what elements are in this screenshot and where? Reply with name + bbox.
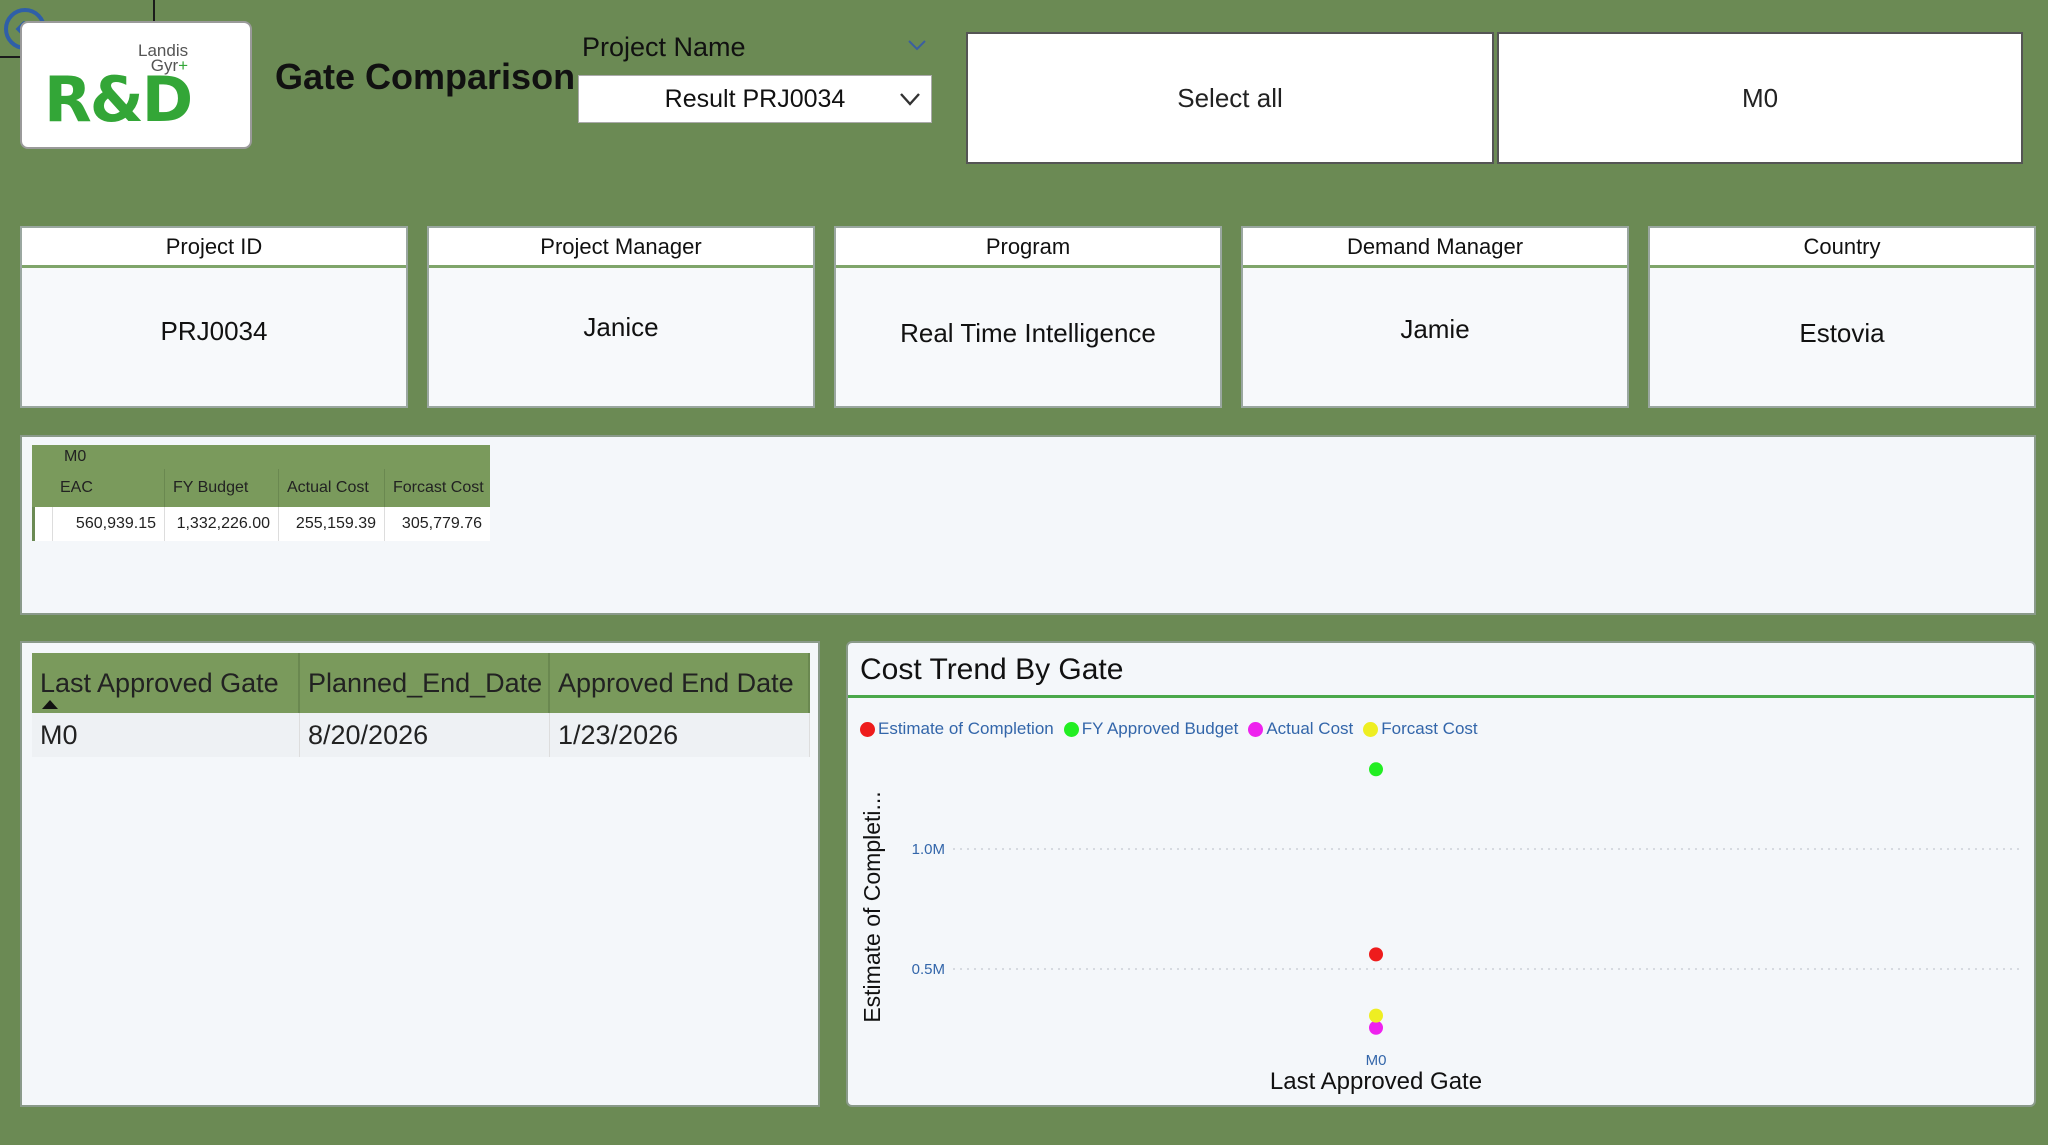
logo-subtext: Landis Gyr+ [138,41,189,75]
project-name-dropdown[interactable]: Result PRJ0034 [578,75,932,123]
matrix-col-header[interactable]: FY Budget [164,469,278,507]
matrix-cell: 305,779.76 [384,507,490,541]
matrix-col-header[interactable]: Forcast Cost [384,469,490,507]
select-all-label: Select all [1177,82,1283,113]
matrix-cell: 560,939.15 [52,507,164,541]
y-tick-label: 0.5M [912,961,945,978]
matrix-row: 560,939.15 1,332,226.00 255,159.39 305,7… [32,507,490,541]
col-header-approved-end-date[interactable]: Approved End Date [550,653,810,713]
table-cell: M0 [32,713,300,757]
card-value: Estovia [1799,318,1885,348]
data-point[interactable] [1369,1020,1383,1035]
card-value: PRJ0034 [160,316,268,346]
col-header-last-approved-gate[interactable]: Last Approved Gate [32,653,300,713]
legend-item[interactable]: Forcast Cost [1363,719,1478,739]
matrix-cell: 1,332,226.00 [164,507,278,541]
project-name-label: Project Name [582,32,746,62]
card-value: Jamie [1400,314,1470,344]
card-label: Program [836,228,1220,268]
col-header-planned-end-date[interactable]: Planned_End_Date [300,653,550,713]
chart-legend: Estimate of Completion FY Approved Budget… [860,719,1478,739]
card-value: Janice [583,312,659,342]
legend-marker [860,721,875,737]
legend-marker [1248,721,1264,737]
x-tick-label: M0 [1366,1052,1387,1069]
table-cell: 8/20/2026 [300,713,550,757]
row-marker [32,507,52,541]
data-point[interactable] [1369,762,1383,777]
sort-ascending-icon[interactable] [42,700,58,709]
matrix-header-row: EAC FY Budget Actual Cost Forcast Cost [32,469,490,507]
card-project-manager: Project Manager Janice [427,226,815,408]
table-row[interactable]: M0 8/20/2026 1/23/2026 [32,713,810,757]
data-point[interactable] [1369,947,1383,962]
legend-marker [1363,721,1379,737]
logo-mark: R&D [44,63,193,136]
matrix-col-header[interactable]: Actual Cost [278,469,384,507]
select-all-button[interactable]: Select all [966,32,1494,164]
logo: Landis Gyr+ R&D [20,21,252,149]
page-title: Gate Comparison [275,56,576,97]
matrix-cell: 255,159.39 [278,507,384,541]
legend-marker [1063,721,1079,737]
y-axis-title: Estimate of Completi... [859,791,885,1022]
gate-m0-button[interactable]: M0 [1497,32,2023,164]
cost-trend-chart-panel: Cost Trend By Gate Estimate of Completio… [846,641,2036,1107]
card-label: Project ID [22,228,406,268]
cost-matrix-panel: M0 EAC FY Budget Actual Cost Forcast Cos… [20,435,2036,615]
cost-matrix: M0 EAC FY Budget Actual Cost Forcast Cos… [32,445,490,541]
legend-label: Forcast Cost [1381,719,1478,738]
legend-item[interactable]: Estimate of Completion [860,719,1054,739]
matrix-group-header: M0 [32,445,490,469]
table-header-row: Last Approved Gate Planned_End_Date Appr… [32,653,810,713]
card-label: Demand Manager [1243,228,1627,268]
legend-label: Actual Cost [1266,719,1354,738]
card-value: Real Time Intelligence [900,318,1156,348]
chevron-down-icon[interactable] [906,34,928,56]
title-divider [848,695,2034,698]
card-label: Project Manager [429,228,813,268]
project-name-value: Result PRJ0034 [664,84,846,113]
legend-label: Estimate of Completion [878,719,1054,738]
legend-label: FY Approved Budget [1081,719,1239,738]
card-program: Program Real Time Intelligence [834,226,1222,408]
x-axis-title: Last Approved Gate [1270,1068,1482,1095]
data-point[interactable] [1369,1008,1383,1023]
matrix-col-header[interactable]: EAC [60,479,93,496]
legend-item[interactable]: Actual Cost [1248,719,1353,739]
y-tick-label: 1.0M [912,841,945,858]
legend-item[interactable]: FY Approved Budget [1063,719,1239,739]
card-project-id: Project ID PRJ0034 [20,226,408,408]
gate-m0-label: M0 [1741,82,1779,113]
card-demand-manager: Demand Manager Jamie [1241,226,1629,408]
gate-table-panel: Last Approved Gate Planned_End_Date Appr… [20,641,820,1107]
gate-table: Last Approved Gate Planned_End_Date Appr… [32,653,810,757]
card-country: Country Estovia [1648,226,2036,408]
chevron-down-icon [900,93,920,106]
card-label: Country [1650,228,2034,268]
chart-title: Cost Trend By Gate [860,653,1124,686]
table-cell: 1/23/2026 [550,713,810,757]
